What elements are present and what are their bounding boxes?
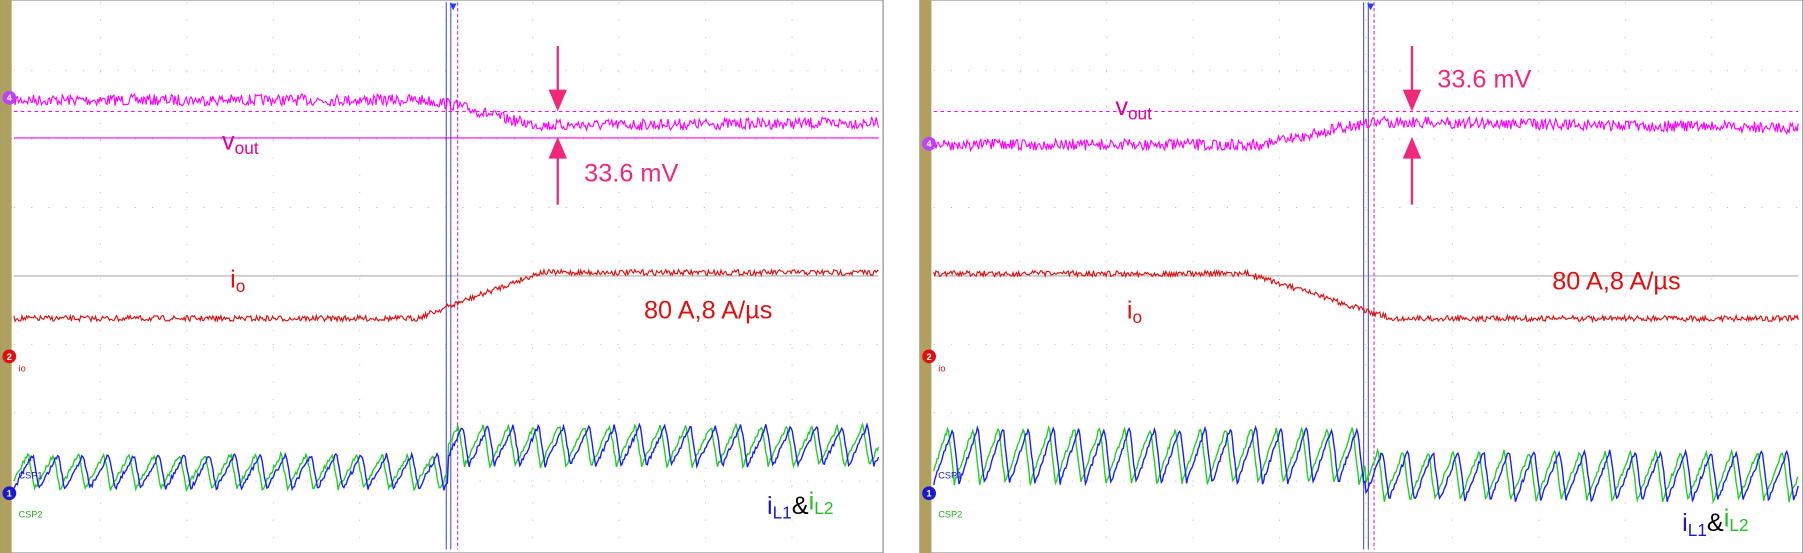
arrow-head xyxy=(548,136,567,159)
label-subscript: o xyxy=(236,276,246,296)
channel-tag: CSP1 xyxy=(938,470,962,480)
vout-label: vout xyxy=(1115,93,1152,124)
channel-number: 1 xyxy=(7,489,12,499)
io-trace xyxy=(933,268,1799,324)
arrow-head xyxy=(1402,89,1422,112)
load-label: 80 A,8 A/µs xyxy=(644,296,772,324)
label-subscript: L2 xyxy=(1729,515,1748,535)
channel-number: 1 xyxy=(927,489,932,499)
panel-border xyxy=(0,0,884,553)
channel-marker xyxy=(2,486,17,501)
channel-tag: CSP2 xyxy=(938,509,962,519)
vout-label: vout xyxy=(222,127,259,158)
channel-marker xyxy=(922,486,936,501)
channel-number: 2 xyxy=(7,352,12,362)
label-subscript: L1 xyxy=(773,503,792,523)
il2-trace xyxy=(933,424,1799,505)
label-subscript: o xyxy=(1132,307,1142,327)
label-text: i xyxy=(767,492,773,520)
io-trace xyxy=(13,267,879,324)
label-text: i xyxy=(230,265,236,293)
channel-tag: io xyxy=(19,363,26,373)
label-subscript: L2 xyxy=(814,498,833,518)
panel-strip xyxy=(0,0,12,553)
label-subscript: out xyxy=(235,138,259,158)
channel-marker xyxy=(2,90,17,105)
io-label: io xyxy=(1127,296,1142,327)
channel-tag: io xyxy=(938,363,945,373)
channel-tag: CSP1 xyxy=(19,470,43,480)
load-label: 80 A,8 A/µs xyxy=(1552,268,1680,296)
il1-trace xyxy=(13,422,880,492)
label-text: i xyxy=(1724,505,1730,533)
il-label: iL1&iL2 xyxy=(1682,505,1748,540)
channel-marker xyxy=(922,349,936,364)
label-text: i xyxy=(1127,296,1133,324)
trigger-marker xyxy=(449,3,457,11)
label-text: v xyxy=(222,127,235,155)
panel-strip xyxy=(919,0,932,553)
channel-marker xyxy=(2,349,17,364)
label-subscript: out xyxy=(1128,104,1152,124)
il-label: iL1&iL2 xyxy=(767,487,833,522)
delta-label: 33.6 mV xyxy=(1437,65,1531,93)
label-text: v xyxy=(1115,93,1128,121)
label-text: i xyxy=(1682,509,1688,537)
arrow-head xyxy=(548,89,567,112)
channel-number: 4 xyxy=(927,139,933,149)
channel-marker xyxy=(922,136,936,151)
vout-trace xyxy=(933,115,1799,153)
channel-tag: CSP2 xyxy=(19,509,43,519)
il2-trace xyxy=(13,422,880,493)
label-text: i xyxy=(809,487,815,515)
io-label: io xyxy=(230,265,245,296)
arrow-head xyxy=(1402,136,1422,159)
label-subscript: L1 xyxy=(1688,520,1707,540)
channel-number: 2 xyxy=(927,352,932,362)
trigger-marker xyxy=(1367,3,1375,11)
delta-label: 33.6 mV xyxy=(584,160,678,188)
vout-trace xyxy=(13,92,880,133)
channel-number: 4 xyxy=(7,93,13,103)
label-text: & xyxy=(1707,509,1724,537)
label-text: & xyxy=(792,492,809,520)
il1-trace xyxy=(933,424,1799,503)
